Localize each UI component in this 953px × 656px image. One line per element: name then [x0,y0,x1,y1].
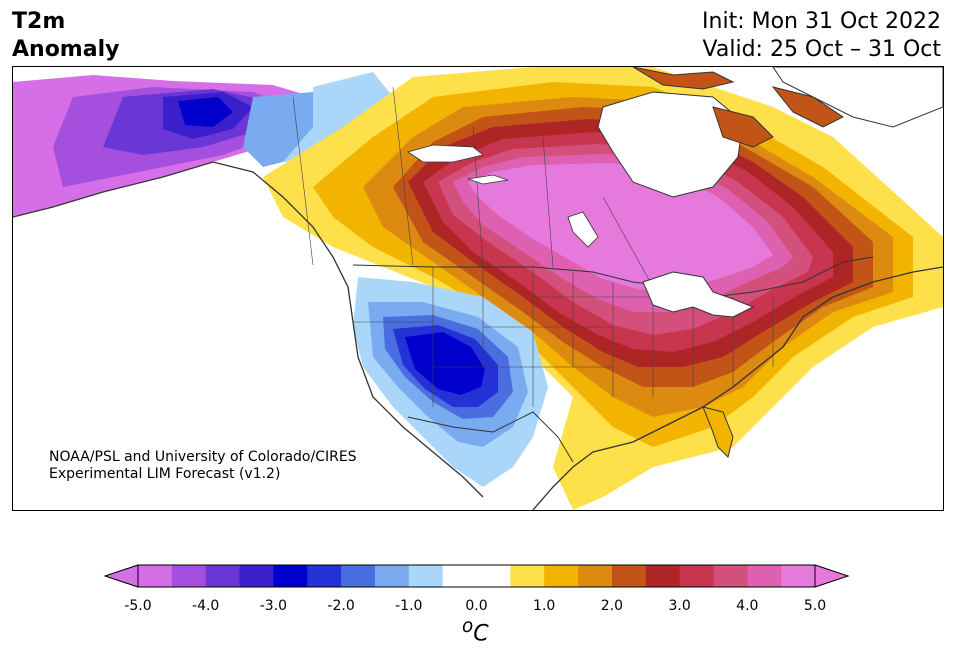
colorbar-units: oC [462,616,489,647]
greenland-edge [772,67,943,128]
colorbar-tick-label: -2.0 [327,598,355,614]
colorbar-swatch [679,565,714,587]
colorbar-swatches [103,564,850,588]
map-title: T2m Anomaly [12,8,119,64]
colorbar-swatch [341,565,376,587]
us-mexico-border [407,411,574,463]
colorbar-tick-label: 4.0 [736,598,759,614]
warm-core [468,163,773,289]
credit-line-1: NOAA/PSL and University of Colorado/CIRE… [49,449,357,465]
hudson-bay [597,91,744,198]
colorbar-tick-label: 2.0 [600,598,624,614]
colorbar-swatch [645,565,681,587]
colorbar-tick-label: -1.0 [395,598,423,614]
colorbar-extend-high [814,564,850,588]
colorbar [0,560,953,604]
colorbar-swatch [510,565,545,587]
state-borders [353,267,774,407]
colorbar-swatch [408,565,444,587]
colorbar-tick-label: -4.0 [192,598,220,614]
colorbar-tick-label: 1.0 [533,598,556,614]
forecast-dates: Init: Mon 31 Oct 2022 Valid: 25 Oct – 31… [702,8,941,64]
colorbar-swatch [374,565,410,587]
colorbar-swatch [442,565,477,587]
lake-winnipeg [567,211,599,248]
arctic-islands [632,67,943,148]
title-quantity: Anomaly [12,37,120,62]
colorbar-swatch [713,565,748,587]
colorbar-swatch [138,565,173,587]
colorbar-extend-low [103,564,139,588]
province-borders [292,86,654,288]
map-canvas [13,67,943,510]
colorbar-tick-label: 3.0 [668,598,691,614]
colorbar-tick-label: -5.0 [124,598,152,614]
great-lakes [642,271,755,318]
valid-date: Valid: 25 Oct – 31 Oct [702,37,941,62]
colorbar-swatch [611,565,647,587]
yukon-cool-fringe [283,72,393,162]
colorbar-swatch [781,565,816,587]
colorbar-swatch [239,565,274,587]
colorbar-swatch [273,565,308,587]
anomaly-map [12,66,944,511]
title-variable: T2m [12,9,66,34]
colorbar-tick-label: -3.0 [259,598,288,614]
colorbar-swatch [476,565,511,587]
florida [702,406,734,458]
alaska-cold-core-4 [178,97,233,127]
data-credit: NOAA/PSL and University of Colorado/CIRE… [49,449,357,483]
colorbar-swatch [578,565,613,587]
colorbar-tick-label: 0.0 [465,598,488,614]
colorbar-swatch [307,565,342,587]
credit-line-2: Experimental LIM Forecast (v1.2) [49,466,281,482]
colorbar-tick-label: 5.0 [803,598,827,614]
great-slave-lake [467,174,509,185]
init-date: Init: Mon 31 Oct 2022 [702,9,941,34]
colorbar-swatch [171,565,207,587]
colorbar-swatch [544,565,579,587]
southwest-cold-core [405,332,485,395]
great-bear-lake [407,144,484,163]
colorbar-border [137,564,816,588]
colorbar-swatch [205,565,241,587]
colorbar-swatch [747,565,782,587]
